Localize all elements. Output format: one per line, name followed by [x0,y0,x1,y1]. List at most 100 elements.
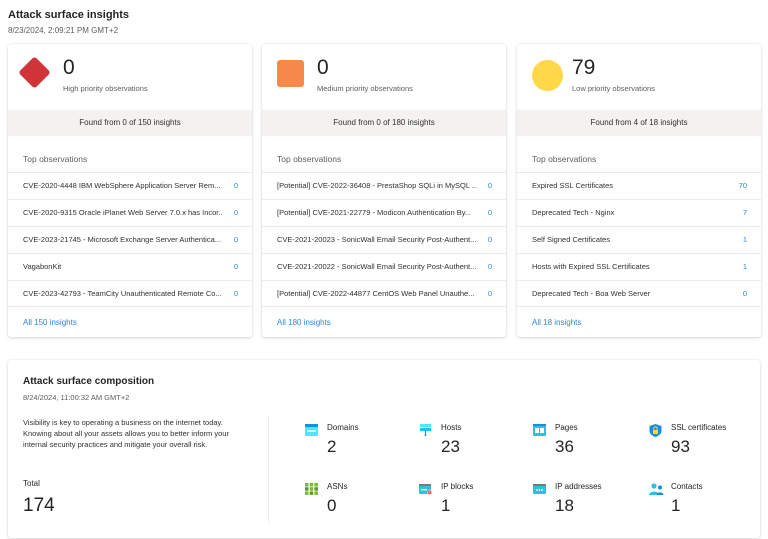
top-observations-label: Top observations [277,154,342,164]
stat-label: Hosts [441,423,462,432]
stat-value: 36 [555,437,574,456]
observation-name: CVE-2023-21745 - Microsoft Exchange Serv… [23,235,222,244]
observation-name: CVE-2023-42793 - TeamCity Unauthenticate… [23,289,222,298]
observation-row[interactable]: Deprecated Tech - Nginx 7 [517,199,761,226]
observation-count-link[interactable]: 0 [233,289,238,298]
observation-row[interactable]: [Potential] CVE-2022-36408 - PrestaShop … [262,172,506,199]
observation-count-link[interactable]: 7 [742,208,747,217]
ip-addresses-icon [533,484,546,494]
high-priority-count: 0 [63,56,75,79]
stat-value: 2 [327,437,337,456]
observation-row[interactable]: [Potential] CVE-2021-22779 - Modicon Aut… [262,199,506,226]
observation-count-link[interactable]: 0 [487,289,492,298]
observation-row[interactable]: Hosts with Expired SSL Certificates 1 [517,253,761,280]
high-priority-card: 0 High priority observations Found from … [8,44,252,337]
low-priority-subtitle: Low priority observations [572,84,655,93]
medium-priority-count: 0 [317,56,329,79]
stat-ip-addresses[interactable]: IP addresses 18 [533,481,643,521]
medium-priority-subtitle: Medium priority observations [317,84,413,93]
observation-row[interactable]: [Potential] CVE-2022-44877 CentOS Web Pa… [262,280,506,307]
asns-icon [305,483,318,495]
stat-hosts[interactable]: Hosts 23 [419,422,529,462]
pages-icon [533,424,546,436]
stat-label: IP blocks [441,482,474,491]
composition-description: Visibility is key to operating a busines… [23,418,229,449]
observation-name: Deprecated Tech - Boa Web Server [532,289,651,298]
stat-value: 23 [441,437,460,456]
all-insights-link[interactable]: All 150 insights [23,318,77,327]
card-header: 0 Medium priority observations [262,44,506,110]
observation-row[interactable]: CVE-2021-20023 - SonicWall Email Securit… [262,226,506,253]
observation-name: Self Signed Certificates [532,235,610,244]
stat-asns[interactable]: ASNs 0 [305,481,415,521]
top-observations-label: Top observations [23,154,88,164]
found-from-bar: Found from 0 of 150 insights [8,110,252,136]
ssl-certificate-icon [649,424,662,437]
observation-count-link[interactable]: 1 [742,235,747,244]
observation-count-link[interactable]: 0 [487,262,492,271]
observation-name: [Potential] CVE-2022-44877 CentOS Web Pa… [277,289,475,298]
observation-count-link[interactable]: 0 [742,289,747,298]
observation-count-link[interactable]: 0 [233,181,238,190]
observation-list: Expired SSL Certificates 70 Deprecated T… [517,172,761,307]
observation-row[interactable]: CVE-2020-9315 Oracle iPlanet Web Server … [8,199,252,226]
medium-priority-card: 0 Medium priority observations Found fro… [262,44,506,337]
insights-date: 8/23/2024, 2:09:21 PM GMT+2 [8,26,119,35]
observation-row[interactable]: Self Signed Certificates 1 [517,226,761,253]
high-priority-diamond-icon [18,56,51,89]
observation-count-link[interactable]: 70 [738,181,747,190]
observation-name: CVE-2021-20023 - SonicWall Email Securit… [277,235,477,244]
all-insights-link[interactable]: All 180 insights [277,318,331,327]
stat-label: Pages [555,423,578,432]
found-from-bar: Found from 0 of 180 insights [262,110,506,136]
medium-priority-square-icon [277,60,304,87]
observation-list: [Potential] CVE-2022-36408 - PrestaShop … [262,172,506,307]
low-priority-card: 79 Low priority observations Found from … [517,44,761,337]
stat-value: 18 [555,496,574,515]
observation-row[interactable]: CVE-2023-42793 - TeamCity Unauthenticate… [8,280,252,307]
card-header: 79 Low priority observations [517,44,761,110]
insights-title: Attack surface insights [8,9,130,21]
observation-row[interactable]: CVE-2021-20022 - SonicWall Email Securit… [262,253,506,280]
observation-row[interactable]: VagabonKit 0 [8,253,252,280]
stat-value: 93 [671,437,690,456]
low-priority-circle-icon [532,60,563,91]
stat-label: Domains [327,423,359,432]
ip-blocks-icon [419,484,432,495]
composition-title: Attack surface composition [23,376,155,387]
observation-name: Expired SSL Certificates [532,181,614,190]
observation-count-link[interactable]: 0 [487,181,492,190]
observation-count-link[interactable]: 0 [487,208,492,217]
composition-date: 8/24/2024, 11:00:32 AM GMT+2 [23,393,130,402]
stat-ip-blocks[interactable]: IP blocks 1 [419,481,529,521]
observation-name: Deprecated Tech - Nginx [532,208,615,217]
stat-pages[interactable]: Pages 36 [533,422,643,462]
stat-value: 1 [441,496,451,515]
observation-row[interactable]: Expired SSL Certificates 70 [517,172,761,199]
observation-list: CVE-2020-4448 IBM WebSphere Application … [8,172,252,307]
observation-name: CVE-2021-20022 - SonicWall Email Securit… [277,262,477,271]
divider [268,416,269,523]
stat-contacts[interactable]: Contacts 1 [649,481,759,521]
contacts-icon [649,483,664,495]
observation-row[interactable]: CVE-2020-4448 IBM WebSphere Application … [8,172,252,199]
found-from-bar: Found from 4 of 18 insights [517,110,761,136]
observation-count-link[interactable]: 0 [233,262,238,271]
observation-count-link[interactable]: 1 [742,262,747,271]
observation-name: VagabonKit [23,262,62,271]
stat-ssl-certificates[interactable]: SSL certificates 93 [649,422,759,462]
observation-row[interactable]: Deprecated Tech - Boa Web Server 0 [517,280,761,307]
all-insights-link[interactable]: All 18 insights [532,318,582,327]
total-label: Total [23,479,40,488]
observation-count-link[interactable]: 0 [487,235,492,244]
total-value: 174 [23,495,55,516]
stat-domains[interactable]: Domains 2 [305,422,415,462]
observation-row[interactable]: CVE-2023-21745 - Microsoft Exchange Serv… [8,226,252,253]
low-priority-count: 79 [572,56,596,79]
stat-label: SSL certificates [671,423,727,432]
stat-label: IP addresses [555,482,602,491]
observation-count-link[interactable]: 0 [233,235,238,244]
observation-count-link[interactable]: 0 [233,208,238,217]
observation-name: Hosts with Expired SSL Certificates [532,262,650,271]
